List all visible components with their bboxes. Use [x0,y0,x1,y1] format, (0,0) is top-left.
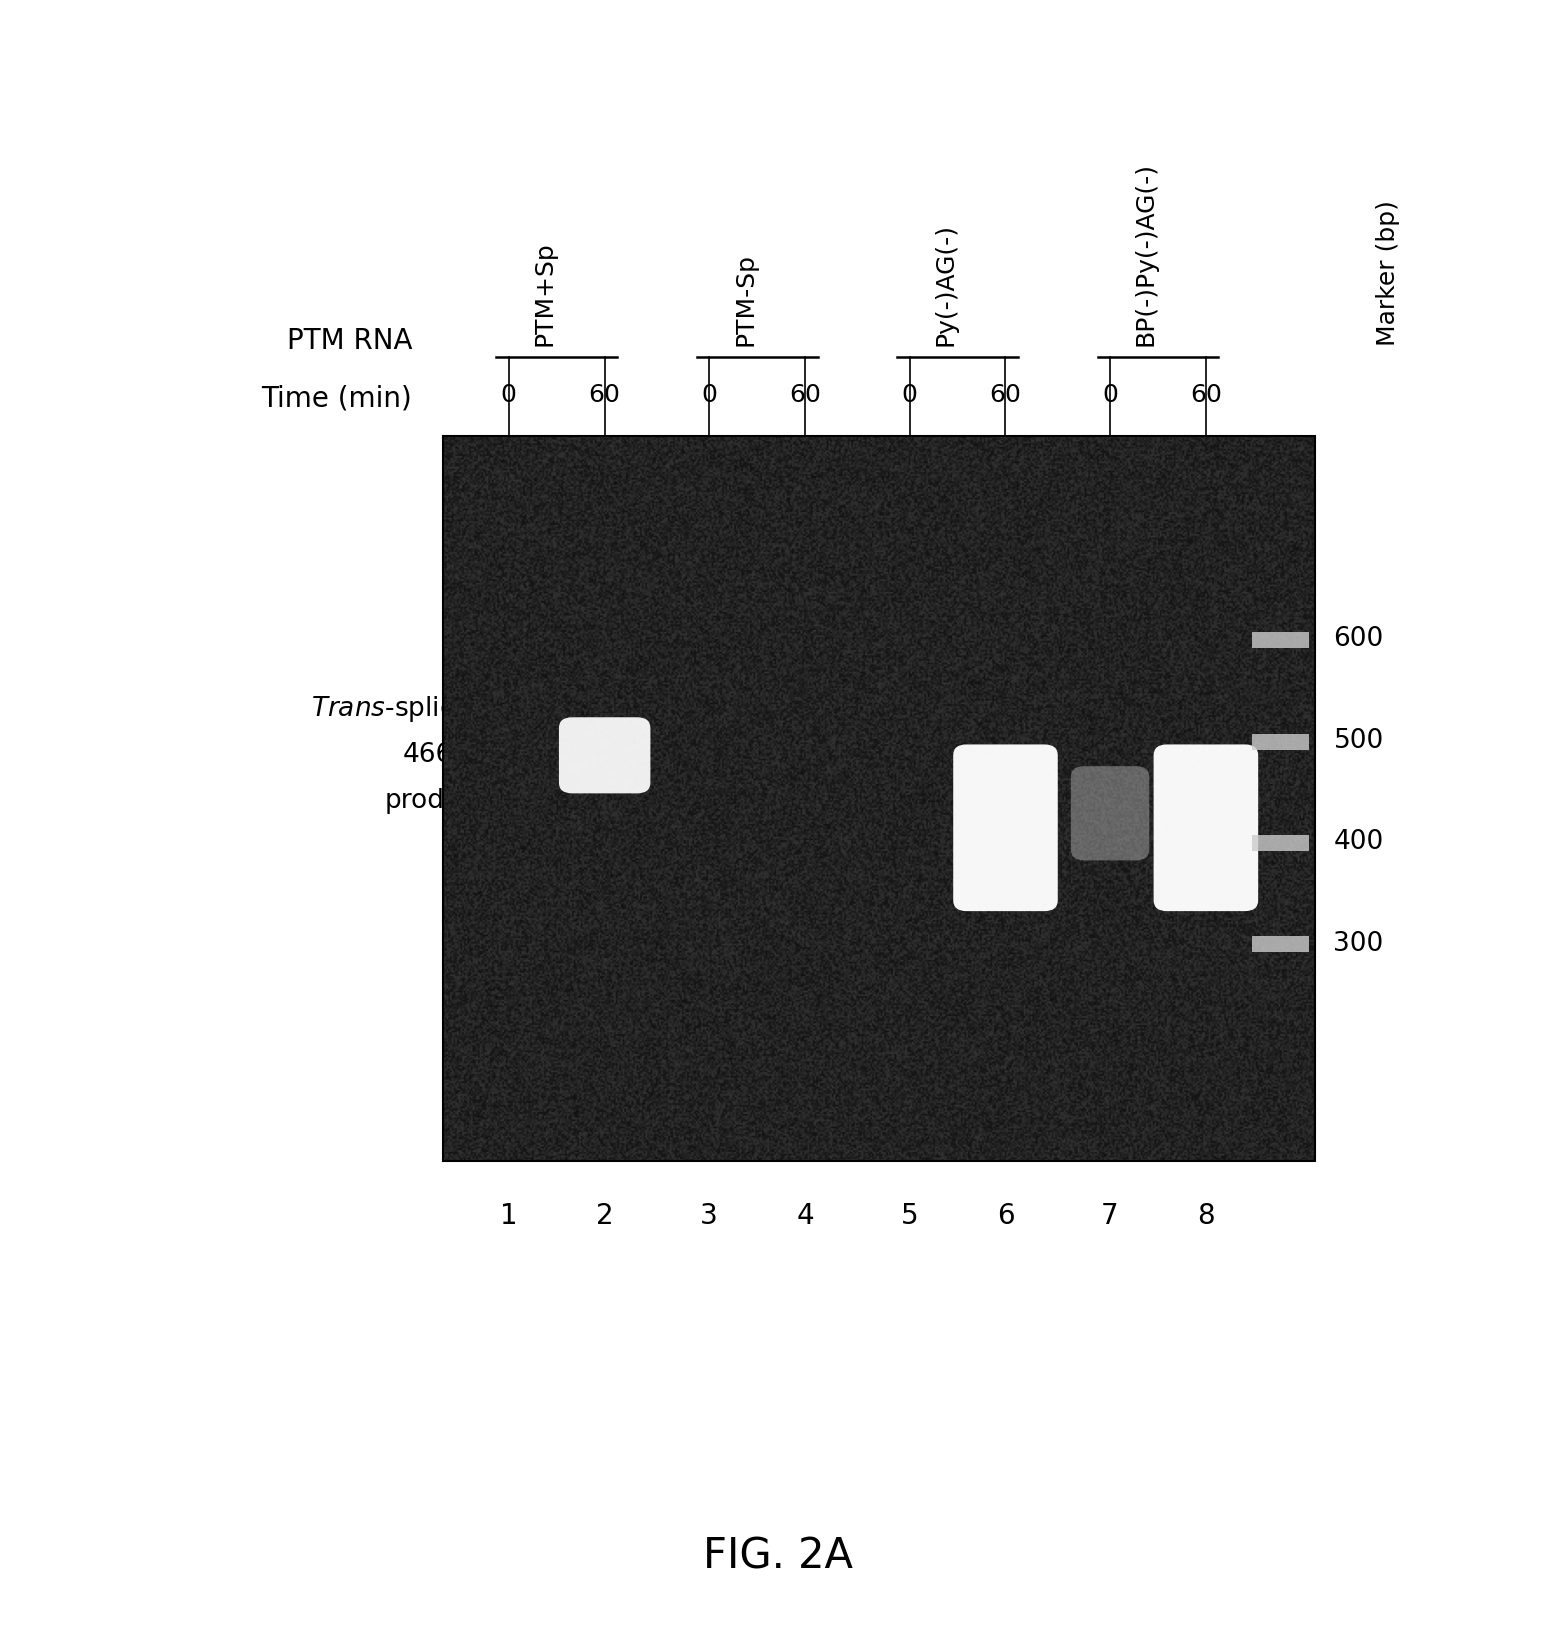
Text: 2: 2 [596,1202,613,1230]
Bar [1253,733,1309,749]
Text: 500: 500 [1333,728,1383,754]
Text: 0: 0 [702,382,717,407]
Text: 300: 300 [1333,931,1383,957]
Bar [1253,835,1309,851]
Text: 5: 5 [901,1202,918,1230]
Text: Py(-)AG(-): Py(-)AG(-) [934,222,957,346]
Text: BP(-)Py(-)AG(-): BP(-)Py(-)AG(-) [1134,161,1158,346]
Text: 4: 4 [797,1202,814,1230]
Text: PTM RNA: PTM RNA [286,326,412,356]
Bar [1253,632,1309,647]
Text: 600: 600 [1333,626,1383,652]
Text: FIG. 2A: FIG. 2A [703,1535,853,1578]
Text: Marker (bp): Marker (bp) [1377,199,1400,346]
FancyBboxPatch shape [954,744,1058,911]
Text: 0: 0 [501,382,517,407]
Text: PTM+Sp: PTM+Sp [532,240,557,346]
Text: 1: 1 [499,1202,518,1230]
Bar [1253,937,1309,952]
Text: 60: 60 [1190,382,1221,407]
Text: PTM-Sp: PTM-Sp [733,254,758,346]
Text: 0: 0 [901,382,918,407]
Text: 400: 400 [1333,830,1383,855]
Text: 3: 3 [700,1202,719,1230]
Text: product: product [384,789,487,814]
Text: $\it{Trans}$-spliced: $\it{Trans}$-spliced [311,693,487,725]
Text: 7: 7 [1102,1202,1119,1230]
Text: 466bp: 466bp [403,743,487,768]
Text: 60: 60 [789,382,822,407]
Text: 0: 0 [1102,382,1119,407]
FancyBboxPatch shape [559,716,650,794]
Text: 6: 6 [997,1202,1015,1230]
Text: 60: 60 [990,382,1021,407]
FancyBboxPatch shape [1153,744,1259,911]
FancyBboxPatch shape [1071,766,1150,860]
Text: Time (min): Time (min) [261,384,412,413]
Text: 60: 60 [588,382,621,407]
Text: 8: 8 [1197,1202,1215,1230]
